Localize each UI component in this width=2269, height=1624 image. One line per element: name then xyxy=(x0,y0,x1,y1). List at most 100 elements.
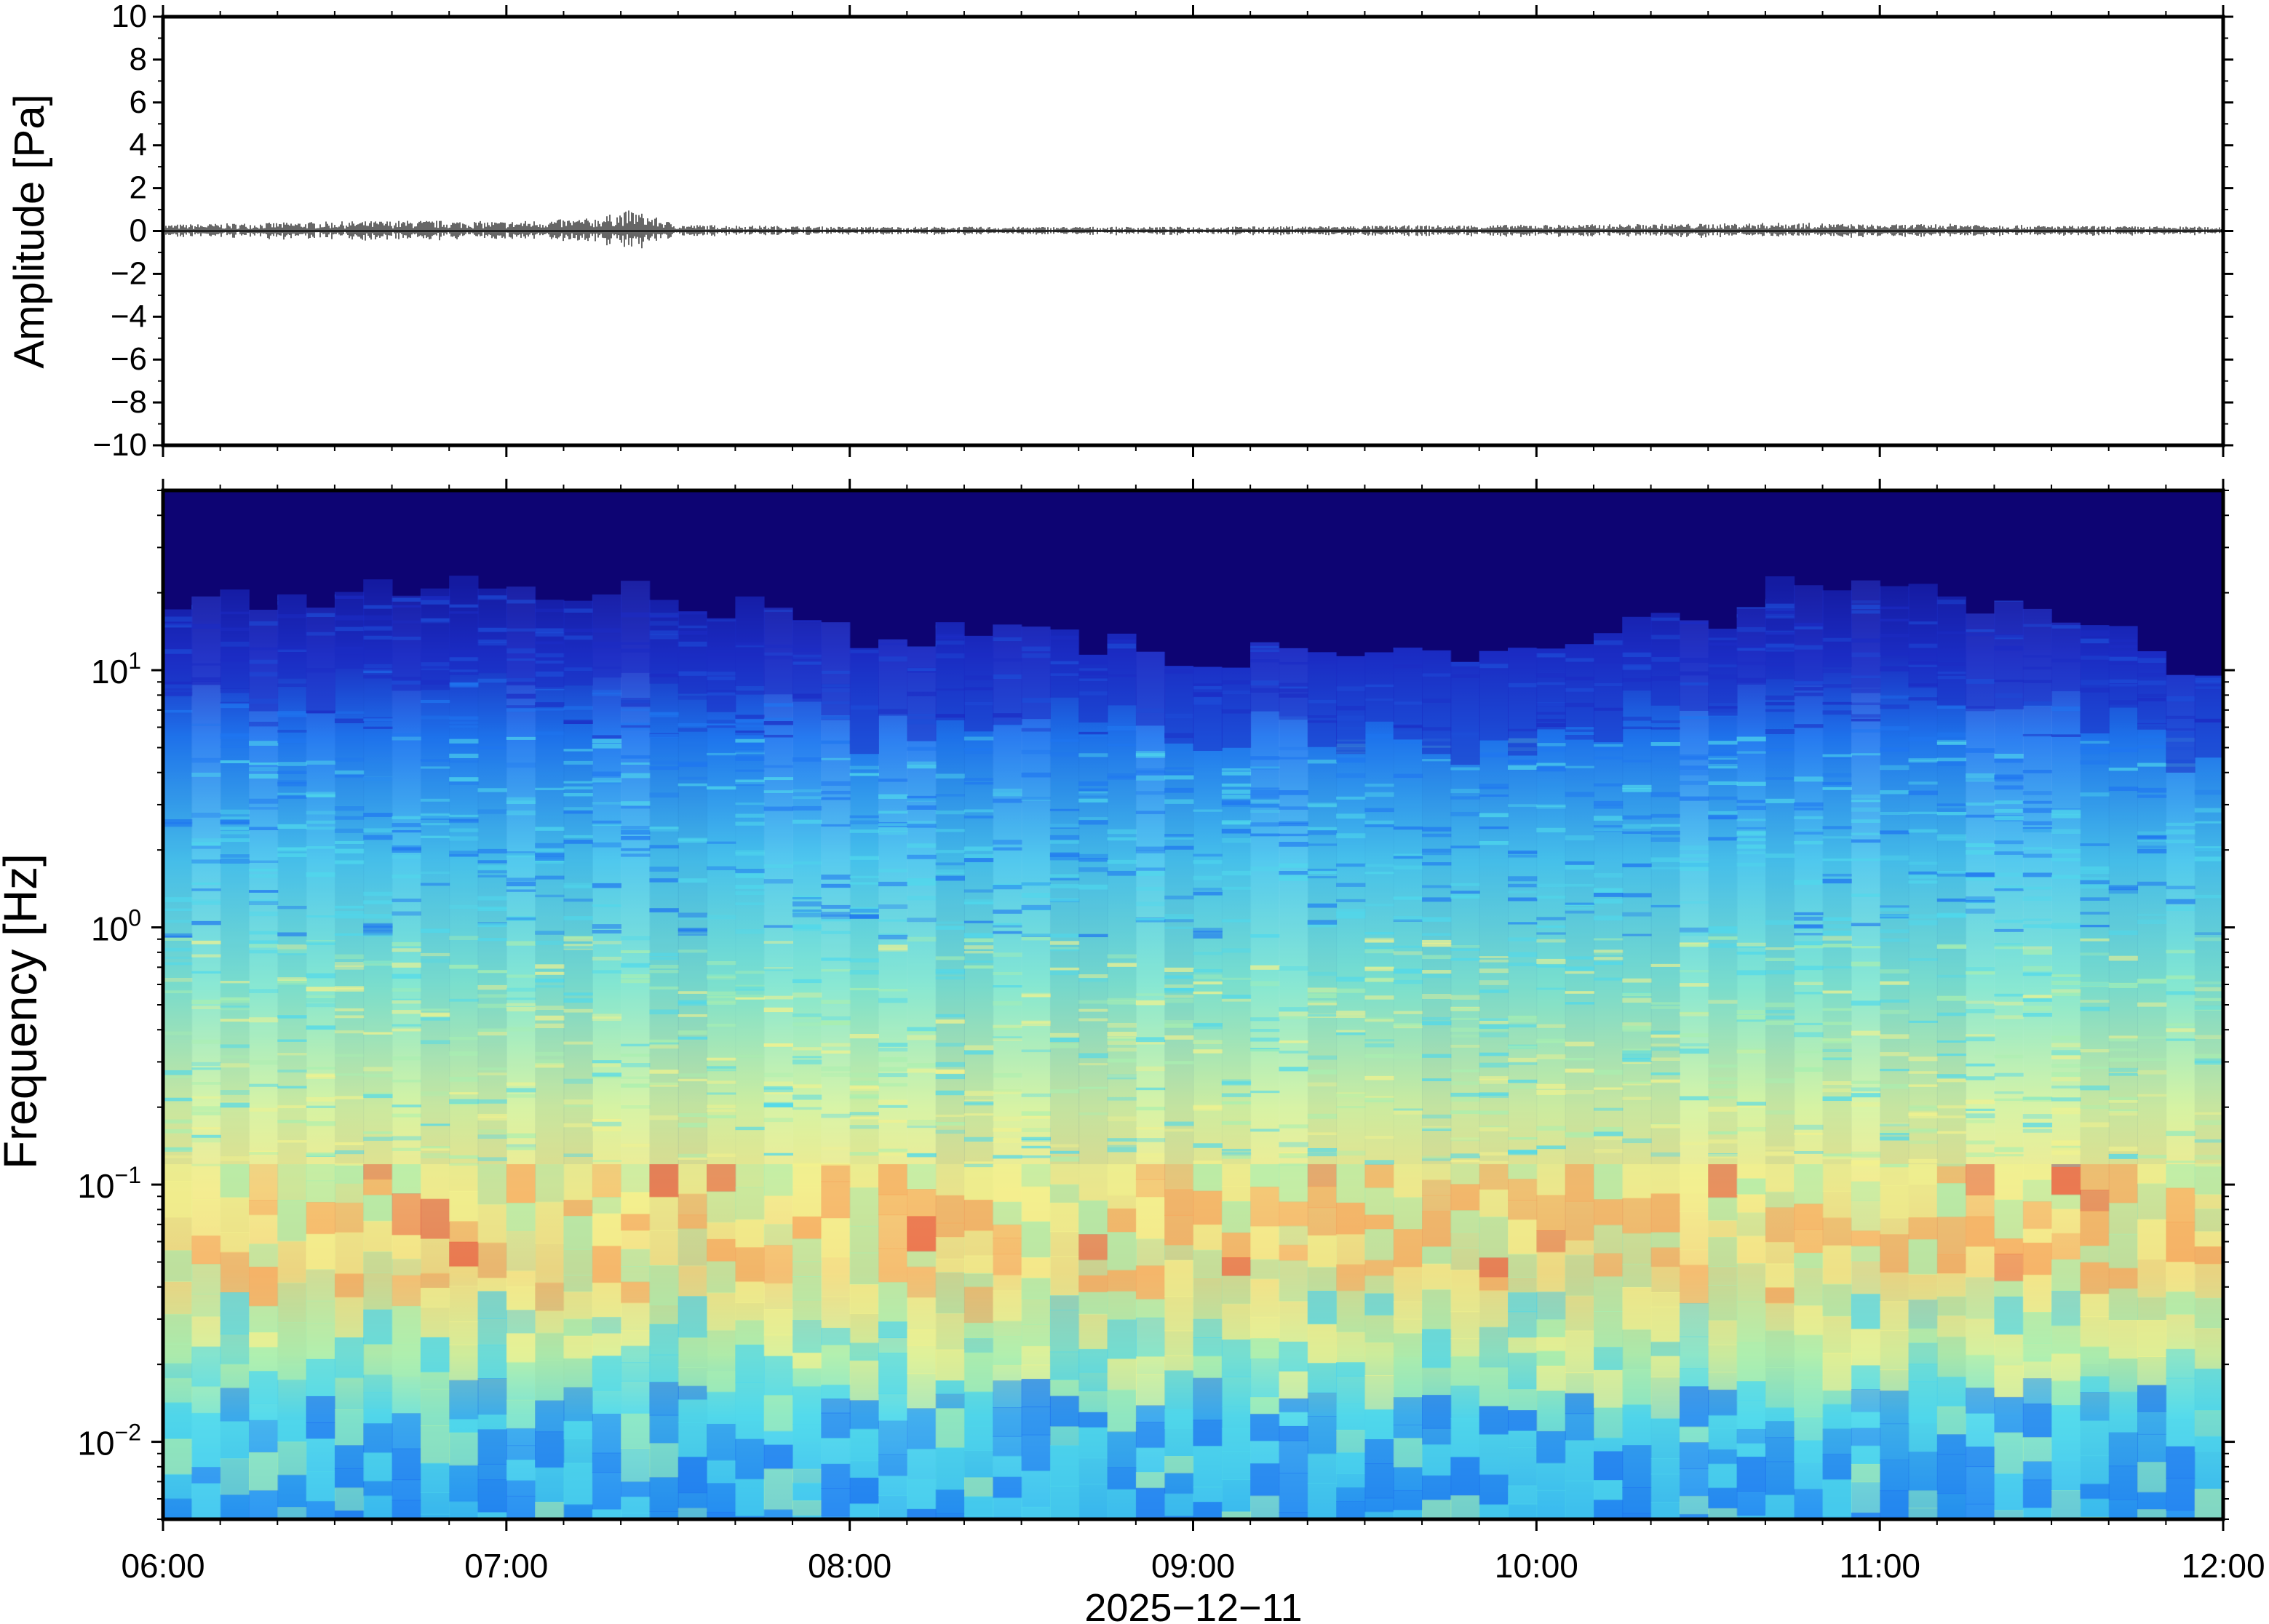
spectrogram-streak xyxy=(763,925,794,928)
spectrogram-streak xyxy=(1479,1027,1509,1032)
spectrogram-streak xyxy=(1508,1024,1538,1028)
spectrogram-cell xyxy=(1250,1495,1280,1519)
spectrogram-streak xyxy=(392,899,421,902)
spectrogram-streak xyxy=(1221,800,1252,805)
spectrogram-streak xyxy=(1650,1079,1680,1083)
spectrogram-cell xyxy=(763,1430,794,1446)
spectrogram-streak xyxy=(849,1087,879,1091)
spectrogram-streak xyxy=(2137,725,2167,730)
spectrogram-streak xyxy=(535,964,565,969)
spectrogram-streak xyxy=(1593,951,1624,955)
spectrogram-cell xyxy=(449,1241,479,1267)
spectrogram-cell xyxy=(2108,1432,2139,1467)
spectrogram-streak xyxy=(592,781,622,784)
spectrogram-streak xyxy=(2051,814,2081,819)
spectrogram-streak xyxy=(621,723,651,725)
spectrogram-cell xyxy=(2022,1228,2053,1243)
spectrogram-cell xyxy=(2080,1246,2110,1263)
spectrogram-cell xyxy=(1250,1259,1280,1280)
spectrogram-cell xyxy=(506,1495,536,1519)
spectrogram-streak xyxy=(1336,796,1366,800)
spectrogram-streak xyxy=(1536,987,1566,990)
spectrogram-streak xyxy=(792,1047,822,1051)
spectrogram-cell xyxy=(1164,1296,1194,1332)
spectrogram-streak xyxy=(1250,756,1280,760)
spectrogram-streak xyxy=(1708,1064,1738,1068)
spectrogram-streak xyxy=(1822,1081,1852,1086)
spectrogram-streak xyxy=(1049,934,1080,938)
spectrogram-streak xyxy=(334,806,365,811)
spectrogram-streak xyxy=(1078,1000,1108,1004)
spectrogram-streak xyxy=(248,890,279,893)
spectrogram-streak xyxy=(993,1038,1022,1041)
spectrogram-streak xyxy=(477,1032,507,1036)
spectrogram-streak xyxy=(621,1043,651,1047)
spectrogram-streak xyxy=(677,1112,708,1118)
spectrogram-cell xyxy=(1622,1233,1652,1265)
spectrogram-cell xyxy=(1851,1200,1881,1232)
spectrogram-cell xyxy=(248,1200,279,1216)
spectrogram-cell xyxy=(763,1195,794,1225)
spectrogram-streak xyxy=(477,1099,507,1104)
spectrogram-cell xyxy=(735,1164,765,1187)
spectrogram-streak xyxy=(248,950,279,954)
spectrogram-cell xyxy=(592,1316,622,1334)
spectrogram-cell xyxy=(878,1282,908,1323)
spectrogram-cell xyxy=(1364,1259,1394,1277)
spectrogram-cell xyxy=(592,1390,622,1415)
spectrogram-streak xyxy=(163,822,193,827)
spectrogram-streak xyxy=(1851,961,1881,967)
spectrogram-cell xyxy=(334,1468,365,1489)
spectrogram-streak xyxy=(1536,1083,1566,1089)
spectrogram-cell xyxy=(2108,1233,2139,1269)
spectrogram-streak xyxy=(449,739,479,744)
spectrogram-cell xyxy=(849,1400,879,1430)
spectrogram-streak xyxy=(1880,905,1910,909)
spectrogram-cell xyxy=(1880,1301,1910,1332)
spectrogram-cell xyxy=(1336,1430,1366,1453)
spectrogram-streak xyxy=(878,823,908,827)
spectrogram-cell xyxy=(1078,1259,1108,1276)
spectrogram-cell xyxy=(2108,1267,2139,1289)
spectrogram-streak xyxy=(1107,1138,1137,1142)
spectrogram-streak xyxy=(1508,850,1538,854)
spectrogram-cell xyxy=(2194,1410,2223,1437)
spectrogram-cell xyxy=(707,1164,736,1193)
spectrogram-streak xyxy=(277,1039,307,1042)
spectrogram-streak xyxy=(1908,874,1938,879)
spectrogram-streak xyxy=(477,865,507,870)
spectrogram-cell xyxy=(2194,1436,2223,1452)
spectrogram-streak xyxy=(1908,958,1938,961)
spectrogram-streak xyxy=(191,757,221,763)
spectrogram-streak xyxy=(1221,1148,1252,1152)
spectrogram-streak xyxy=(1593,893,1624,897)
spectrogram-cell xyxy=(649,1476,679,1513)
spectrogram-streak xyxy=(1593,888,1624,892)
spectrogram-streak xyxy=(163,920,193,923)
spectrogram-streak xyxy=(1307,1003,1338,1006)
spectrogram-cell xyxy=(592,1213,622,1247)
spectrogram-streak xyxy=(420,1012,450,1018)
spectrogram-streak xyxy=(963,920,994,923)
spectrogram-streak xyxy=(163,1070,193,1075)
spectrogram-streak xyxy=(1765,920,1795,925)
spectrogram-streak xyxy=(907,821,937,826)
spectrogram-cell xyxy=(1078,1484,1108,1519)
spectrogram-cell xyxy=(592,1197,622,1214)
spectrogram-cell xyxy=(477,1429,507,1465)
spectrogram-streak xyxy=(191,999,221,1004)
spectrogram-streak xyxy=(2194,808,2223,813)
spectrogram-streak xyxy=(1422,759,1452,762)
spectrogram-streak xyxy=(1508,962,1538,966)
spectrogram-streak xyxy=(163,1120,193,1124)
spectrogram-streak xyxy=(1307,1055,1338,1060)
spectrogram-cell xyxy=(1393,1301,1423,1320)
spectrogram-streak xyxy=(220,981,250,984)
spectrogram-streak xyxy=(563,885,593,889)
waveform-y-tick-label: 4 xyxy=(130,127,147,163)
spectrogram-streak xyxy=(2194,1006,2223,1010)
spectrogram-cell xyxy=(792,1515,822,1519)
spectrogram-cell xyxy=(248,1305,279,1334)
spectrogram-streak xyxy=(592,883,622,888)
spectrogram-cell xyxy=(1508,1337,1538,1354)
